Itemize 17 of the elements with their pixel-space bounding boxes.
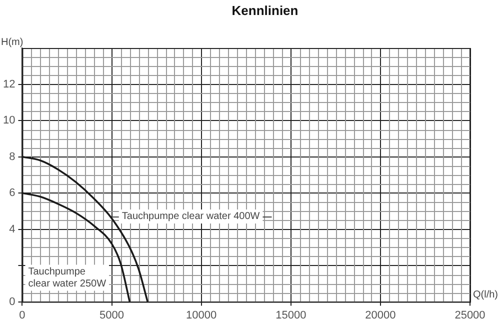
y-tick-label: 4 — [9, 223, 16, 236]
y-tick-label: 0 — [9, 296, 16, 308]
x-tick-label: 5000 — [100, 309, 124, 322]
y-tick-label: 6 — [9, 187, 16, 200]
x-tick-label: 25000 — [454, 309, 486, 322]
y-tick-label: 8 — [9, 150, 16, 163]
series-label: Tauchpumpe clear water 400W — [122, 211, 260, 222]
series-label: Tauchpumpe clear water 250W — [28, 266, 107, 290]
y-tick-label: 12 — [2, 78, 16, 90]
x-tick-label: 20000 — [365, 309, 396, 322]
y-tick-label: 10 — [2, 114, 16, 127]
x-tick-label: 10000 — [186, 309, 217, 322]
x-tick-label: 15000 — [276, 309, 306, 322]
y-axis-title: H(m) — [1, 36, 24, 48]
x-tick-label: 0 — [19, 309, 26, 322]
chart-title: Kennlinien — [232, 3, 298, 18]
x-axis-title: Q(l/h) — [473, 290, 498, 301]
